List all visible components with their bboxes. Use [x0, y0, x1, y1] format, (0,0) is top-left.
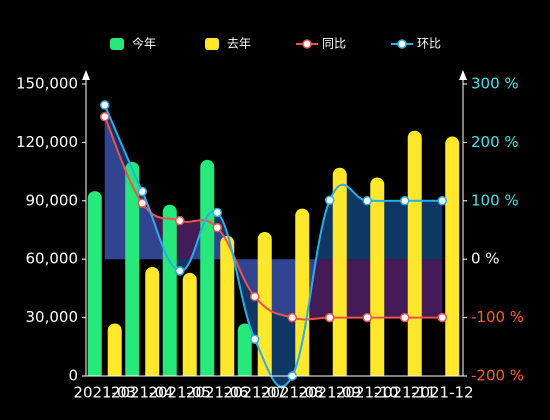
y-tick-label: 0 [68, 367, 78, 385]
bar [87, 191, 102, 376]
line-point [325, 195, 335, 205]
bar [220, 235, 235, 376]
line-point [175, 266, 185, 276]
legend-swatch [397, 39, 407, 49]
line-area [104, 116, 443, 320]
y-axis-arrow [82, 70, 90, 80]
x-tick-label: 2021-12 [411, 384, 474, 402]
line-point [400, 196, 410, 206]
bar [182, 272, 197, 376]
bar [200, 159, 215, 376]
x-tick-label: 2021-06 [186, 384, 249, 402]
line-point [287, 312, 297, 323]
legend-label: 去年 [227, 37, 251, 51]
bar [107, 323, 122, 376]
bar [237, 323, 252, 376]
line-point [400, 312, 410, 323]
line-point [325, 312, 335, 323]
y-tick-label: 90,000 [26, 191, 79, 209]
x-tick-label: 2021-11 [373, 384, 436, 402]
bar [125, 161, 140, 376]
bar [445, 136, 460, 376]
line-point [250, 334, 260, 344]
line-point [362, 196, 372, 206]
y2-tick-label: 100 % [471, 191, 519, 209]
y-tick-label: 30,000 [26, 308, 79, 326]
line-point [250, 291, 260, 302]
x-tick-label: 2021-05 [148, 384, 211, 402]
x-tick-label: 2021-08 [261, 384, 324, 402]
bar [370, 177, 385, 376]
bar [162, 204, 177, 376]
x-tick-label: 2021-04 [111, 384, 174, 402]
bar [257, 231, 272, 376]
line-point [362, 312, 372, 323]
legend-label: 同比 [322, 37, 346, 51]
legend-swatch [302, 39, 312, 49]
x-tick-label: 2021-03 [73, 384, 136, 402]
bar [295, 208, 310, 376]
line [103, 116, 443, 321]
bar [332, 167, 347, 376]
y2-tick-label: 300 % [471, 75, 519, 93]
line-point [212, 222, 222, 233]
y2-axis-arrow [459, 70, 467, 80]
line-point [137, 186, 147, 197]
bar [145, 266, 160, 376]
legend-label: 环比 [417, 37, 441, 51]
y-tick-label: 60,000 [26, 250, 79, 268]
y2-tick-label: 0 % [471, 250, 500, 268]
line-point [100, 100, 110, 110]
bar [407, 130, 422, 376]
y2-tick-label: 200 % [471, 133, 519, 151]
legend-swatch [205, 38, 219, 50]
line-point [437, 312, 447, 323]
line-point [212, 207, 222, 218]
line-point [175, 215, 185, 226]
y-tick-label: 120,000 [16, 133, 78, 151]
y2-tick-label: -100 % [471, 308, 524, 326]
x-tick-label: 2021-07 [223, 384, 286, 402]
x-tick-label: 2021-09 [298, 384, 361, 402]
line-point [437, 196, 447, 206]
y-tick-label: 150,000 [16, 75, 78, 93]
y2-tick-label: -200 % [471, 367, 524, 385]
x-tick-label: 2021-10 [336, 384, 399, 402]
legend-label: 今年 [132, 36, 156, 51]
legend-swatch [110, 38, 124, 50]
